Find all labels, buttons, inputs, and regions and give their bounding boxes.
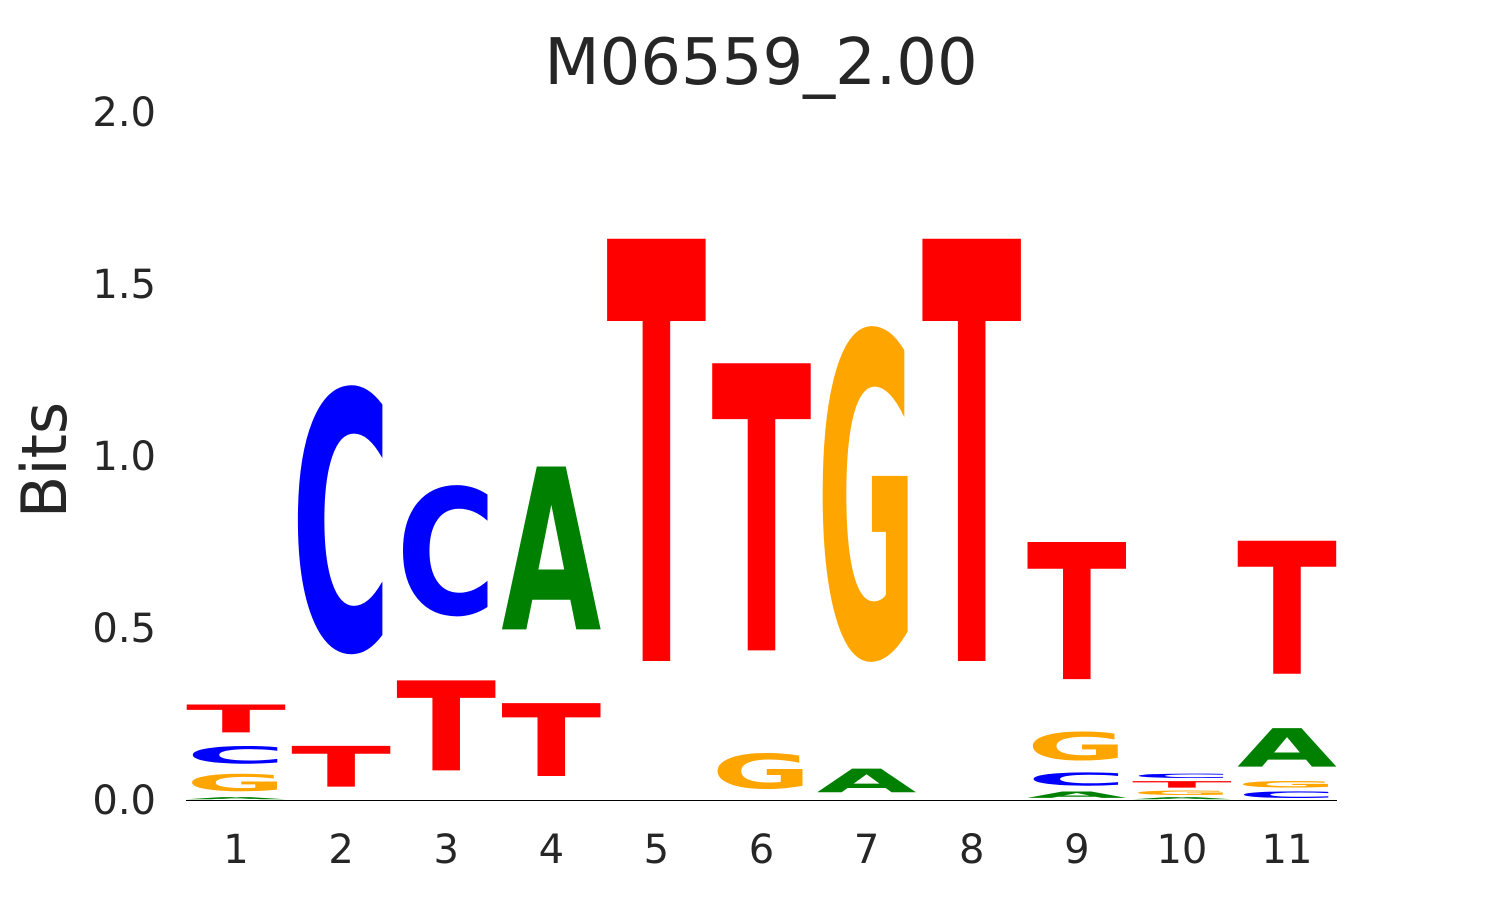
y-axis-label: Bits [8, 402, 81, 518]
y-axis-ticks: 0.0 0.5 1.0 1.5 2.0 [92, 90, 156, 824]
logo-letter-t: T [1132, 779, 1232, 789]
logo-letter-a: A [817, 763, 917, 800]
logo-letter-g: G [1027, 725, 1127, 769]
logo-letter-t: T [606, 124, 707, 799]
chart-title: M06559_2.00 [544, 26, 977, 100]
logo-letter-g: G [186, 769, 286, 796]
x-tick-label: 2 [328, 827, 353, 873]
logo-letter-c: C [396, 453, 496, 655]
logo-letter-c: C [291, 319, 391, 734]
logo-letter-g: G [1132, 790, 1232, 797]
logo-letter-t: T [501, 684, 601, 800]
logo-letter-c: C [186, 742, 286, 769]
logo-letter-c: C [1237, 790, 1337, 800]
x-tick-label: 1 [223, 827, 248, 873]
logo-letter-a: A [186, 797, 286, 800]
x-tick-label: 10 [1156, 827, 1207, 873]
logo-letter-t: T [712, 286, 813, 745]
logo-letter-t: T [922, 124, 1023, 799]
logo-letter-a: A [1237, 718, 1337, 780]
x-tick-label: 11 [1262, 827, 1313, 873]
logo-letter-g: G [817, 244, 917, 761]
x-tick-label: 3 [433, 827, 458, 873]
x-tick-label: 6 [749, 827, 774, 873]
x-axis-ticks: 1 2 3 4 5 6 7 8 9 10 11 [223, 827, 1312, 873]
logo-letter-a: A [1027, 790, 1127, 800]
x-tick-label: 4 [539, 827, 564, 873]
logo-letter-c: C [1027, 769, 1127, 790]
x-tick-label: 9 [1064, 827, 1089, 873]
logo-letter-c: C [1132, 772, 1232, 779]
y-tick-label: 2.0 [92, 90, 156, 136]
logo-letter-t: T [1237, 505, 1337, 718]
y-tick-label: 1.0 [92, 434, 156, 480]
y-tick-label: 0.5 [92, 606, 156, 652]
logo-letter-t: T [186, 697, 286, 741]
x-tick-label: 7 [854, 827, 879, 873]
x-tick-label: 8 [959, 827, 984, 873]
y-tick-label: 0.0 [92, 778, 156, 824]
y-tick-label: 1.5 [92, 262, 156, 308]
logo-letter-a: A [501, 424, 601, 684]
logo-letter-t: T [1027, 504, 1127, 724]
logo-letter-g: G [712, 745, 812, 800]
x-tick-label: 5 [644, 827, 669, 873]
logo-letter-a: A [1132, 797, 1232, 800]
logo-letter-t: T [291, 735, 391, 800]
logo-letter-g: G [1237, 779, 1337, 789]
logo-letter-t: T [396, 656, 496, 800]
